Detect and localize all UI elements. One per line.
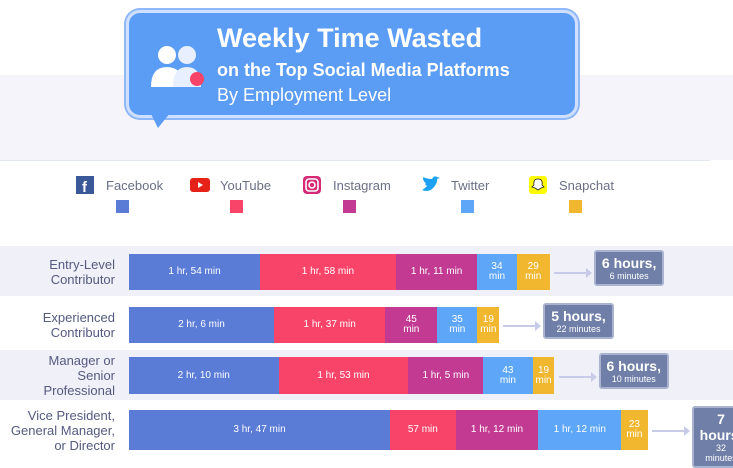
chart-subtitle: on the Top Social Media Platforms [217,60,510,80]
bar-segment-snapchat: 19 min [477,307,500,343]
data-label: 1 hr, 12 min [553,424,606,435]
data-label: 1 hr, 11 min [410,266,463,277]
data-label: 1 hr, 5 min [422,369,470,381]
data-label: 34 min [488,261,506,282]
instagram-icon [303,176,321,194]
bar-segment-facebook: 2 hr, 10 min [129,357,279,394]
bar-segment-twitter: 35 min [437,307,478,343]
total-minutes: 10 minutes [611,374,656,384]
bar-segment-facebook: 1 hr, 54 min [129,254,261,290]
legend-item-snapchat: Snapchat [529,176,614,194]
svg-text:f: f [82,179,88,194]
data-label: 1 hr, 58 min [301,266,355,277]
data-label: 57 min [407,424,438,435]
title-bubble: Weekly Time Wasted on the Top Social Med… [126,10,578,118]
bar-segment-youtube: 1 hr, 58 min [260,254,396,290]
legend-swatch [569,200,582,213]
bar-segment-instagram: 1 hr, 11 min [395,254,478,290]
chart-title: Weekly Time Wasted [217,23,483,53]
bar-segment-instagram: 45 min [385,307,438,343]
total-badge: 5 hours, 22 minutes [543,303,614,339]
total-hours: 7 hours, [699,411,733,443]
bar-segment-twitter: 1 hr, 12 min [538,410,622,450]
bar-segment-instagram: 1 hr, 12 min [455,410,539,450]
legend-item-twitter: Twitter [421,176,489,194]
data-label: 2 hr, 6 min [178,319,225,330]
data-label: 1 hr, 54 min [168,266,221,277]
legend-swatch [116,200,129,213]
category-label: Entry-Level Contributor [49,257,115,287]
arrow-icon [553,268,592,278]
arrow-icon [651,426,690,436]
bar-segment-twitter: 43 min [483,357,533,394]
legend-item-facebook: f Facebook [76,176,163,194]
data-label: 2 hr, 10 min [177,369,230,381]
bar-segment-snapchat: 29 min [516,254,550,290]
data-label: 23 min [626,419,643,440]
bar-segment-youtube: 1 hr, 53 min [278,357,409,394]
data-label: 1 hr, 12 min [470,424,524,435]
legend-item-instagram: Instagram [303,176,391,194]
total-minutes: 32 minutes [705,443,733,463]
category-label: Manager or Senior Professional [43,353,115,398]
arrow-icon [558,371,597,382]
bar-segment-facebook: 2 hr, 6 min [129,307,274,343]
data-label: 43 min [499,364,516,386]
data-label: 35 min [449,314,466,335]
bar-segment-youtube: 1 hr, 37 min [273,307,386,343]
youtube-icon [190,178,210,192]
total-badge: 7 hours,32 minutes [691,406,733,468]
bubble-tail [148,108,174,128]
legend-label: Twitter [451,177,490,193]
total-hours: 6 hours, [606,358,661,374]
arrow-icon [503,321,542,331]
bar-segment-youtube: 57 min [390,410,456,450]
legend-label: YouTube [220,177,272,193]
total-minutes: 6 minutes [609,271,649,281]
category-label: Experienced Contributor [42,310,115,340]
facebook-icon: f [76,176,94,194]
data-label: 19 min [480,314,497,335]
data-label: 1 hr, 53 min [317,369,370,381]
legend-label: Snapchat [559,177,614,193]
total-hours: 5 hours, [551,308,606,324]
bar-segment-snapchat: 23 min [621,410,648,450]
bar-segment-instagram: 1 hr, 5 min [408,357,484,394]
snapchat-icon [529,176,547,194]
data-label: 3 hr, 47 min [233,424,286,435]
bar-segment-snapchat: 19 min [532,357,555,394]
total-badge: 6 hours, 6 minutes [593,250,665,286]
bar-segment-twitter: 34 min [477,254,517,290]
data-label: 29 min [525,261,542,282]
legend-swatch [343,200,356,213]
chart-subtitle-2: By Employment Level [217,85,392,105]
data-label: 1 hr, 37 min [303,319,356,330]
legend-item-youtube: YouTube [190,176,271,194]
legend-label: Facebook [106,177,164,193]
total-hours: 6 hours, [601,255,657,271]
legend-swatch [461,200,474,213]
divider [0,160,710,161]
total-minutes: 22 minutes [556,324,601,334]
users-icon [151,46,204,87]
data-label: 19 min [535,364,552,386]
legend-swatch [230,200,243,213]
total-badge: 6 hours, 10 minutes [598,353,669,389]
data-label: 45 min [403,314,420,335]
twitter-icon [422,176,440,191]
category-label: Vice President, General Manager, or Direct… [10,407,115,453]
bar-segment-facebook: 3 hr, 47 min [129,410,391,450]
legend-label: Instagram [333,177,391,193]
